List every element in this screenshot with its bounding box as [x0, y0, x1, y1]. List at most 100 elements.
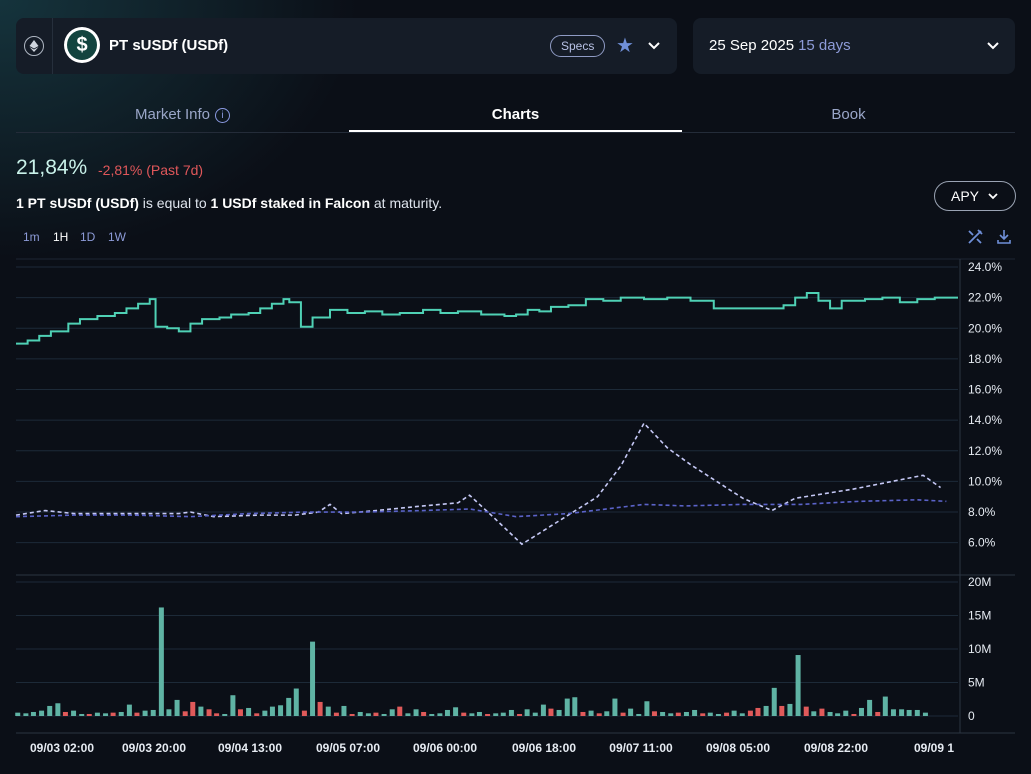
volume-tick-label: 15M [968, 609, 991, 623]
tab-bar: Market Info i Charts Book [16, 100, 1015, 133]
volume-bar [906, 709, 912, 716]
dollar-icon: $ [67, 30, 97, 60]
x-tick-label: 09/08 22:00 [804, 741, 868, 755]
tab-label: Market Info [134, 106, 211, 123]
apy-chart[interactable]: 24.0% 22.0% 20.0% 18.0% 16.0% 14.0% 12.0% 10.0%… [0, 258, 1031, 758]
volume-bar [827, 711, 833, 716]
volume-bar [437, 713, 443, 716]
tab-book[interactable]: Book [682, 100, 1015, 130]
y-tick-label: 16.0% [968, 383, 1002, 397]
volume-bar [683, 711, 689, 716]
x-tick-label: 09/08 05:00 [706, 741, 770, 755]
volume-bar [246, 707, 252, 716]
volume-bar [421, 711, 427, 716]
volume-bar [540, 704, 546, 716]
volume-bar [914, 709, 920, 716]
volume-bar [675, 712, 681, 716]
volume-bar [190, 701, 196, 716]
volume-bar [875, 711, 881, 716]
timeframe-1m[interactable]: 1m [23, 230, 40, 244]
volume-bar [389, 709, 395, 716]
timeframe-1w[interactable]: 1W [108, 230, 126, 244]
tools-icon[interactable] [967, 229, 983, 245]
volume-bar [556, 709, 562, 716]
volume-bar [572, 697, 578, 716]
volume-bar [524, 709, 530, 716]
volume-bar [500, 712, 506, 716]
underlying-apy-line [15, 421, 942, 546]
current-apy-value: 21,84% [16, 156, 88, 179]
x-tick-label: 09/03 20:00 [122, 741, 186, 755]
volume-bar [357, 711, 363, 716]
download-icon[interactable] [996, 229, 1012, 245]
y-tick-label: 20.0% [968, 321, 1002, 335]
y-tick-label: 6.0% [968, 536, 996, 550]
volume-bar [206, 709, 212, 716]
specs-button[interactable]: Specs [550, 35, 606, 57]
volume-bar [811, 711, 817, 716]
timeframe-1d[interactable]: 1D [80, 230, 96, 244]
description: 1 PT sUSDf (USDf) is equal to 1 USDf sta… [16, 195, 442, 211]
volume-bar [739, 713, 745, 716]
tab-market-info[interactable]: Market Info i [16, 100, 349, 130]
volume-bar [469, 713, 475, 716]
maturity-selector[interactable]: 25 Sep 2025 15 days [693, 18, 1015, 74]
y-tick-label: 24.0% [968, 260, 1002, 274]
volume-bar [858, 707, 864, 716]
volume-bar [118, 711, 124, 716]
volume-bar [222, 713, 228, 716]
desc-part: at maturity. [370, 195, 443, 211]
chevron-down-icon[interactable] [645, 36, 663, 54]
x-tick-label: 09/07 11:00 [609, 741, 673, 755]
volume-bar [787, 703, 793, 716]
volume-bar [851, 713, 857, 716]
volume-bar [771, 687, 777, 716]
volume-tick-label: 0 [968, 709, 975, 723]
y-tick-label: 18.0% [968, 352, 1002, 366]
volume-bar [819, 708, 825, 716]
tab-charts[interactable]: Charts [349, 100, 682, 132]
volume-bar [278, 705, 284, 716]
asset-logo: $ [64, 27, 100, 63]
volume-bar [747, 710, 753, 716]
x-tick-label: 09/04 13:00 [218, 741, 282, 755]
volume-bar [310, 641, 316, 716]
volume-bar [254, 713, 260, 716]
volume-bar [237, 709, 243, 716]
volume-bar [230, 695, 236, 716]
volume-bar [174, 699, 180, 716]
volume-bar [166, 709, 172, 716]
volume-bar [142, 710, 148, 716]
asset-name: PT sUSDf (USDf) [109, 37, 229, 54]
x-tick-label: 09/09 1 [914, 741, 954, 755]
volume-bar [779, 705, 785, 716]
desc-part: 1 USDf staked in Falcon [210, 195, 370, 211]
volume-bar [596, 713, 602, 716]
volume-bar [15, 712, 21, 716]
volume-bar [317, 701, 323, 716]
volume-bar [47, 705, 53, 716]
timeframe-1h[interactable]: 1H [53, 230, 69, 244]
asset-selector[interactable]: $ PT sUSDf (USDf) Specs ★ [16, 18, 677, 74]
volume-bar [126, 704, 132, 716]
chain-selector[interactable] [16, 18, 53, 74]
volume-bar [262, 710, 268, 716]
volume-bar [39, 710, 45, 716]
maturity-date: 25 Sep 2025 15 days [709, 37, 851, 54]
volume-bar [604, 711, 610, 716]
volume-bar [731, 710, 737, 716]
volume-bar [651, 711, 657, 716]
volume-bar [890, 709, 896, 716]
favorite-star-icon[interactable]: ★ [616, 35, 634, 57]
volume-bar [485, 713, 491, 716]
volume-bar [405, 713, 411, 716]
volume-bar [476, 711, 482, 716]
volume-bar [134, 712, 140, 716]
volume-bar [922, 712, 928, 716]
chevron-down-icon[interactable] [984, 36, 1002, 54]
info-icon[interactable]: i [215, 108, 231, 123]
volume-bar [588, 710, 594, 716]
volume-bar [580, 711, 586, 716]
metric-dropdown[interactable]: APY [934, 181, 1016, 211]
volume-bar [30, 711, 36, 716]
